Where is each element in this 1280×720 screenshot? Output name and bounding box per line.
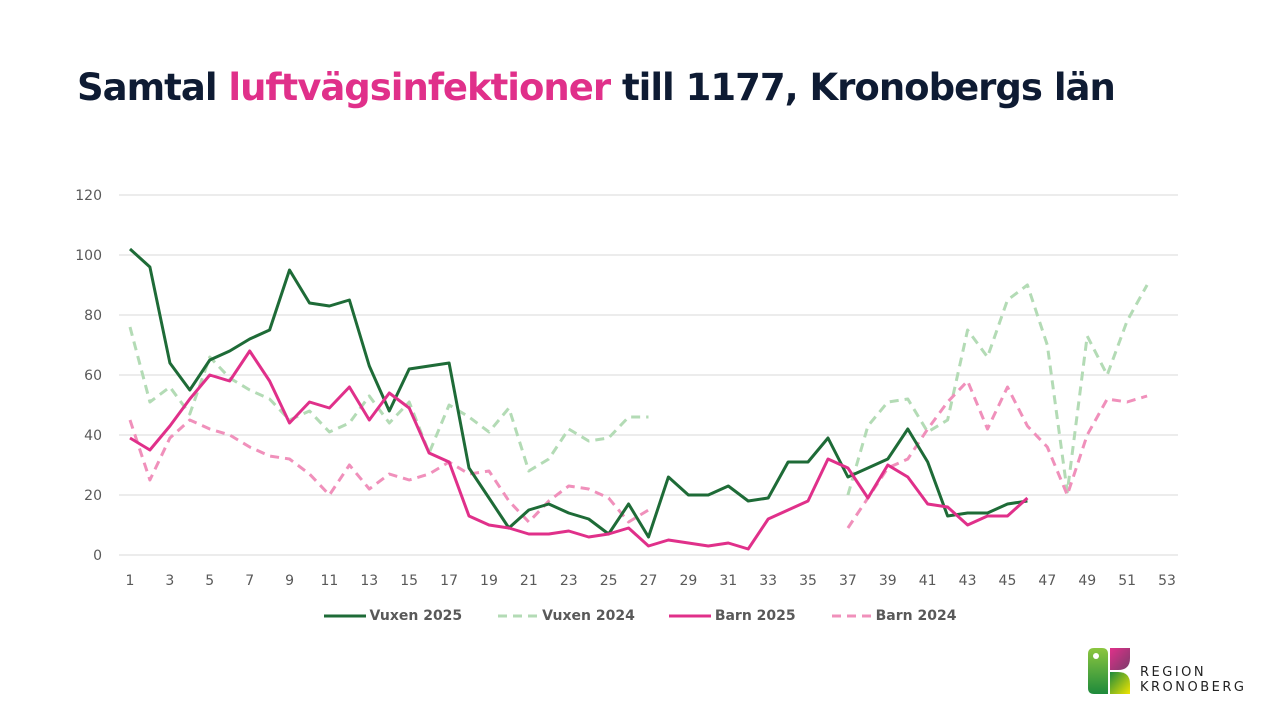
legend-label: Barn 2025 xyxy=(714,608,796,624)
x-tick-label: 7 xyxy=(245,573,254,589)
x-tick-label: 23 xyxy=(560,573,578,589)
x-tick-label: 45 xyxy=(999,573,1017,589)
legend-swatch-barn-2025 xyxy=(668,614,711,618)
y-tick-label: 20 xyxy=(84,488,102,504)
x-tick-label: 51 xyxy=(1118,573,1136,589)
x-tick-label: 37 xyxy=(839,573,857,589)
legend-item-barn-2025[interactable]: Barn 2025 xyxy=(668,608,796,624)
logo-mark-icon xyxy=(1088,648,1130,694)
x-tick-label: 43 xyxy=(959,573,977,589)
y-tick-label: 0 xyxy=(93,548,102,564)
legend-label: Vuxen 2024 xyxy=(542,608,635,624)
x-tick-label: 53 xyxy=(1158,573,1176,589)
x-tick-label: 5 xyxy=(205,573,214,589)
y-tick-label: 120 xyxy=(75,188,102,204)
x-tick-label: 9 xyxy=(285,573,294,589)
y-tick-label: 40 xyxy=(84,428,102,444)
x-tick-label: 49 xyxy=(1078,573,1096,589)
title-prefix: Samtal xyxy=(77,66,229,109)
legend-swatch-vuxen-2024 xyxy=(498,614,539,618)
legend-item-vuxen-2025[interactable]: Vuxen 2025 xyxy=(323,608,463,624)
x-tick-label: 27 xyxy=(640,573,658,589)
x-tick-label: 13 xyxy=(360,573,378,589)
x-tick-label: 15 xyxy=(400,573,418,589)
y-axis-ticks: 0 20 40 60 80 100 120 xyxy=(75,188,102,564)
legend-item-barn-2024[interactable]: Barn 2024 xyxy=(830,608,957,624)
series-line-barn-2025 xyxy=(129,349,1029,551)
x-tick-label: 39 xyxy=(879,573,897,589)
title-highlight: luftvägsinfektioner xyxy=(228,66,611,109)
logo-line-2: KRONOBERG xyxy=(1140,680,1247,695)
x-tick-label: 19 xyxy=(480,573,498,589)
series-line-barn-2024 xyxy=(846,379,1148,529)
legend-swatch-barn-2024 xyxy=(831,614,872,618)
legend-swatch-vuxen-2025 xyxy=(323,614,366,618)
x-tick-label: 11 xyxy=(321,573,339,589)
x-tick-label: 3 xyxy=(165,573,174,589)
series-line-barn-2024 xyxy=(128,418,650,524)
chart-legend: Vuxen 2025 Vuxen 2024 Barn 2025 Barn 202… xyxy=(0,608,1280,624)
title-suffix: till 1177, Kronobergs län xyxy=(610,66,1116,109)
legend-label: Vuxen 2025 xyxy=(369,608,463,624)
y-tick-label: 100 xyxy=(75,248,102,264)
series-line-vuxen-2024 xyxy=(846,283,1149,496)
x-axis-ticks: 1 3 5 7 9 11 13 15 17 19 21 23 25 27 29 31 33 35 37 39 41 43 4… xyxy=(126,573,1176,589)
series-line-vuxen-2024 xyxy=(128,326,649,473)
x-tick-label: 47 xyxy=(1038,573,1056,589)
page-title: Samtal luftvägsinfektioner till 1177, Kr… xyxy=(77,66,1116,109)
y-tick-label: 80 xyxy=(84,308,102,324)
legend-item-vuxen-2024[interactable]: Vuxen 2024 xyxy=(496,608,635,624)
x-tick-label: 33 xyxy=(759,573,777,589)
x-tick-label: 41 xyxy=(919,573,937,589)
legend-label: Barn 2024 xyxy=(875,608,957,624)
x-tick-label: 25 xyxy=(600,573,618,589)
logo-line-1: REGION xyxy=(1140,665,1207,680)
y-tick-label: 60 xyxy=(84,368,102,384)
series-lines xyxy=(128,247,1149,551)
x-tick-label: 35 xyxy=(799,573,817,589)
x-tick-label: 17 xyxy=(440,573,458,589)
x-tick-label: 1 xyxy=(126,573,135,589)
grid-lines xyxy=(119,194,1178,556)
logo-text: REGION KRONOBERG xyxy=(1140,665,1247,695)
x-tick-label: 31 xyxy=(719,573,737,589)
x-tick-label: 29 xyxy=(679,573,697,589)
x-tick-label: 21 xyxy=(520,573,538,589)
region-kronoberg-logo: REGION KRONOBERG xyxy=(1088,648,1268,698)
series-line-vuxen-2025 xyxy=(128,247,1028,539)
